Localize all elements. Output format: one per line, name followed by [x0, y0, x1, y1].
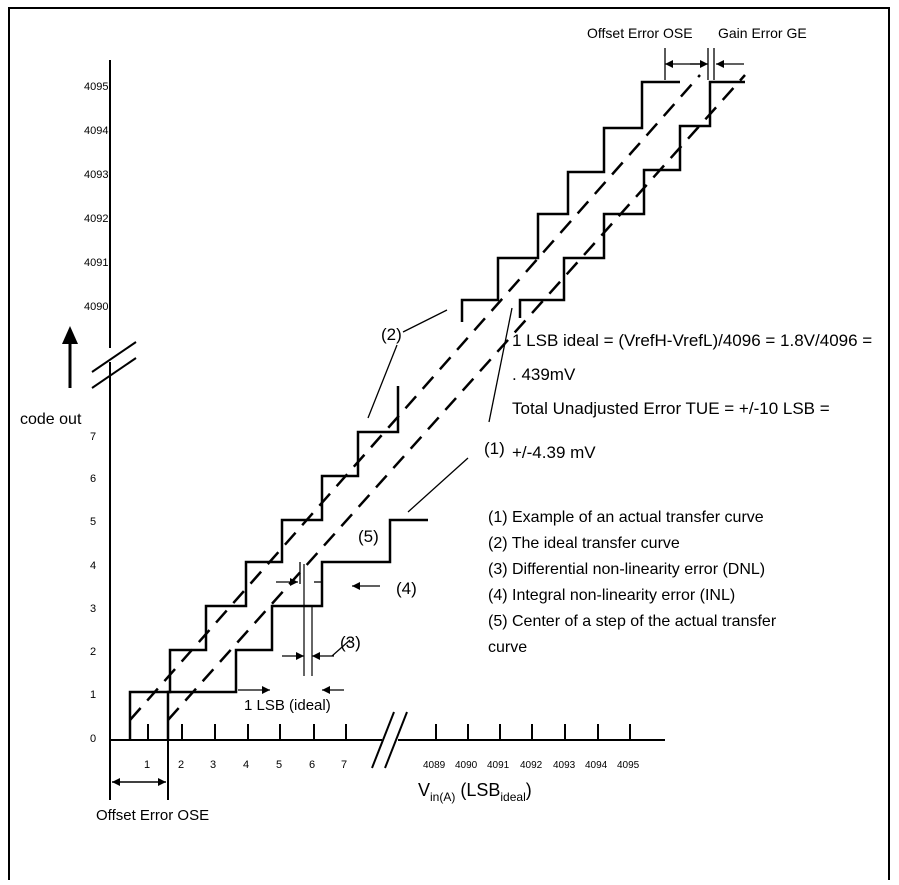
- ideal-staircase-lower: [128, 386, 400, 740]
- arrowhead-right-icon: [158, 778, 166, 786]
- x-tick-4095: 4095: [617, 760, 640, 771]
- y-tick-4094: 4094: [84, 125, 108, 137]
- callout-3-leader: [331, 639, 351, 657]
- x-tick-4090: 4090: [455, 760, 478, 771]
- x-axis-label: Vin(A) (LSBideal): [418, 780, 532, 804]
- callout-2-leader-a: [402, 309, 448, 333]
- y-tick-4093: 4093: [84, 169, 108, 181]
- x-tick-7: 7: [341, 759, 347, 771]
- x-tick-4092: 4092: [520, 760, 543, 771]
- y-tick-6: 6: [90, 473, 96, 485]
- y-tick-0: 0: [90, 733, 96, 745]
- note-tue-value: +/-4.39 mV: [512, 443, 596, 462]
- y-tick-5: 5: [90, 516, 96, 528]
- y-tick-2: 2: [90, 646, 96, 658]
- ideal-transfer-line-1: [129, 74, 701, 721]
- x-tick-1: 1: [144, 759, 150, 771]
- bottom-offset-label: Offset Error OSE: [96, 807, 209, 824]
- callout-1-leader-b: [407, 457, 469, 513]
- note-lsb-value: . 439mV: [512, 365, 576, 384]
- x-tick-4091: 4091: [487, 760, 510, 771]
- arrowhead-left-icon: [716, 60, 724, 68]
- y-axis-label: code out: [20, 411, 82, 428]
- callout-1-leader-a: [488, 307, 513, 423]
- lsb-ideal-label: 1 LSB (ideal): [244, 697, 331, 714]
- callout-5: (5): [358, 527, 379, 546]
- arrowhead-right-icon: [262, 686, 270, 694]
- x-tick-4094: 4094: [585, 760, 608, 771]
- arrowhead-left-icon: [665, 60, 673, 68]
- note-tue: Total Unadjusted Error TUE = +/-10 LSB =: [512, 399, 830, 418]
- y-tick-4: 4: [90, 560, 96, 572]
- x-tick-5: 5: [276, 759, 282, 771]
- x-tick-marks: [109, 724, 631, 800]
- callout-2: (2): [381, 325, 402, 344]
- y-tick-4092: 4092: [84, 213, 108, 225]
- page-border: [8, 7, 890, 885]
- legend-item-5: (5) Center of a step of the actual trans…: [488, 613, 777, 630]
- y-tick-7: 7: [90, 431, 96, 443]
- x-tick-3: 3: [210, 759, 216, 771]
- x-tick-4089: 4089: [423, 760, 446, 771]
- note-lsb-formula: 1 LSB ideal = (VrefH-VrefL)/4096 = 1.8V/…: [512, 331, 872, 350]
- arrowhead-left-icon: [322, 686, 330, 694]
- x-tick-4093: 4093: [553, 760, 576, 771]
- x-axis-break-2: [384, 711, 408, 769]
- legend-item-4: (4) Integral non-linearity error (INL): [488, 587, 735, 604]
- legend-item-5-cont: curve: [488, 639, 527, 656]
- code-out-arrow-icon: [62, 326, 78, 344]
- ideal-transfer-line-2: [167, 74, 746, 721]
- top-offset-error-label: Offset Error OSE: [587, 25, 693, 41]
- legend-item-2: (2) The ideal transfer curve: [488, 535, 680, 552]
- x-axis-break-1: [371, 711, 395, 769]
- legend-item-1: (1) Example of an actual transfer curve: [488, 509, 764, 526]
- actual-staircase-lower: [166, 518, 428, 740]
- arrowhead-left-icon: [112, 778, 120, 786]
- arrowhead-right-icon: [296, 652, 304, 660]
- callout-3: (3): [340, 633, 361, 652]
- callout-2-leader-b: [367, 344, 398, 419]
- y-tick-1: 1: [90, 689, 96, 701]
- legend-item-3: (3) Differential non-linearity error (DN…: [488, 561, 765, 578]
- y-tick-4091: 4091: [84, 257, 108, 269]
- top-gain-error-label: Gain Error GE: [718, 25, 807, 41]
- callout-1: (1): [484, 439, 505, 458]
- x-tick-4: 4: [243, 759, 249, 771]
- x-tick-2: 2: [178, 759, 184, 771]
- callout-4: (4): [396, 579, 417, 598]
- y-tick-3: 3: [90, 603, 96, 615]
- y-tick-4090: 4090: [84, 301, 108, 313]
- y-tick-4095: 4095: [84, 81, 108, 93]
- y-axis-break-2: [91, 357, 137, 389]
- arrowhead-right-icon: [290, 578, 298, 586]
- arrowhead-left-icon: [352, 582, 360, 590]
- y-axis-break-1: [91, 341, 137, 373]
- arrowhead-left-icon: [312, 652, 320, 660]
- actual-staircase-upper: [518, 80, 745, 318]
- x-tick-6: 6: [309, 759, 315, 771]
- ideal-staircase-upper: [460, 80, 680, 322]
